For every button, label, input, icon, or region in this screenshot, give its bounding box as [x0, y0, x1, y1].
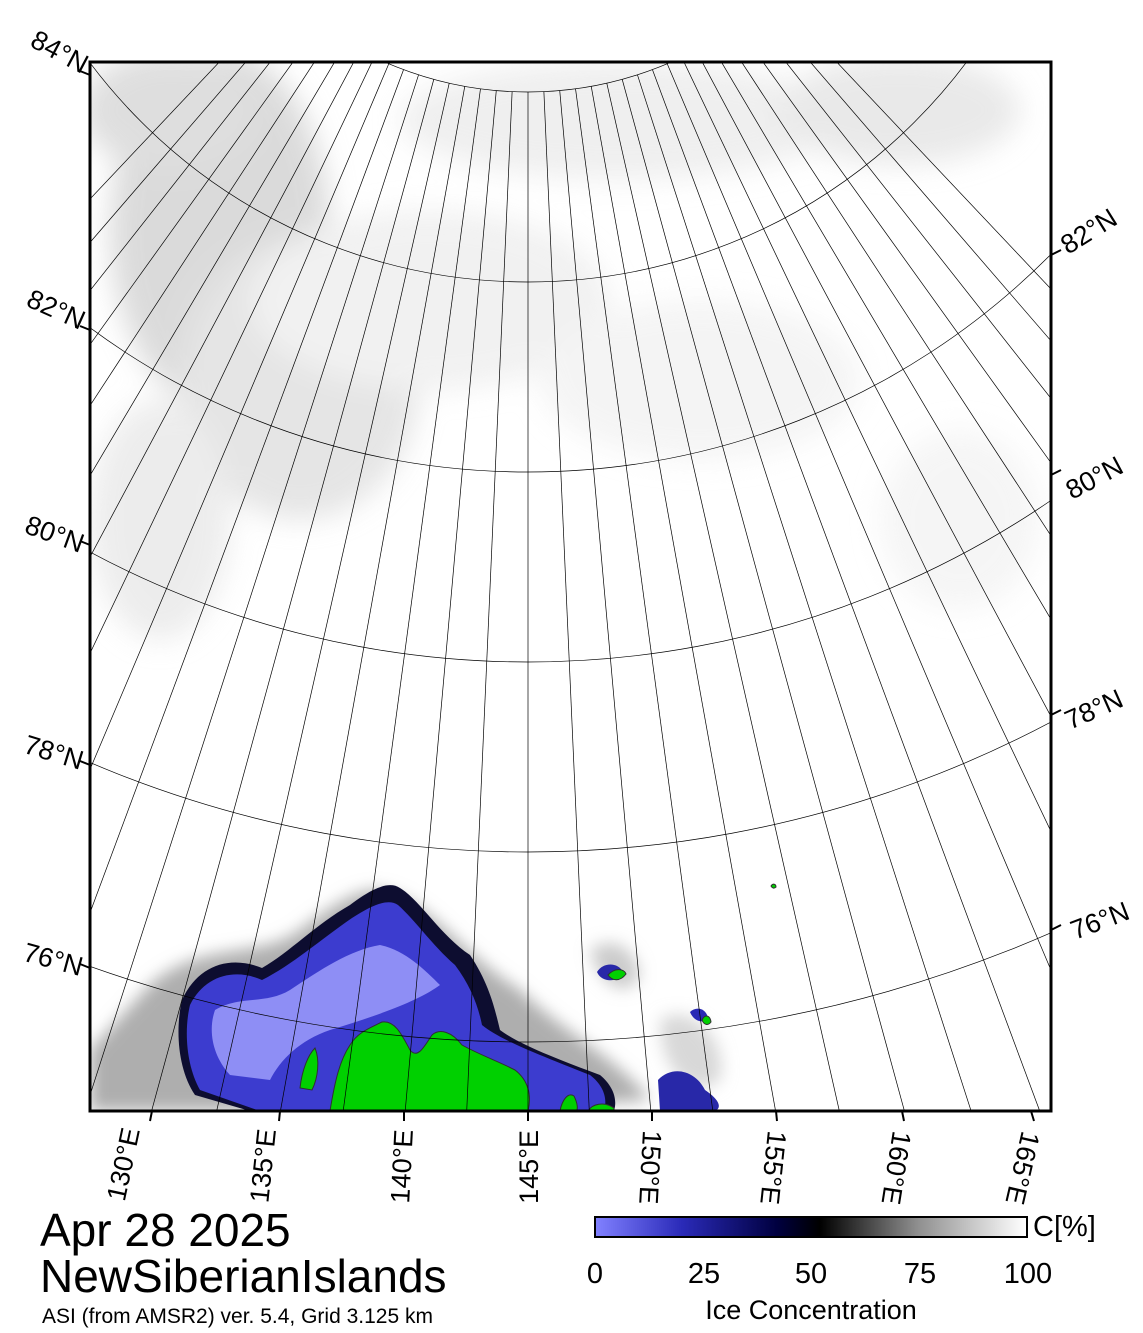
- meridian-line: [720, 62, 1051, 621]
- meridian-line: [90, 62, 373, 655]
- colorbar-title: Ice Concentration: [705, 1295, 917, 1325]
- lon-label-160e: 160°E: [876, 1129, 917, 1207]
- data-source-note: ASI (from AMSR2) ver. 5.4, Grid 3.125 km: [42, 1305, 433, 1328]
- lat-label-82n-right: 82°N: [1055, 203, 1122, 260]
- lat-label-76n-right: 76°N: [1066, 896, 1133, 946]
- lon-label-155e: 155°E: [754, 1129, 792, 1206]
- meridian-line: [90, 63, 390, 771]
- axis-ticks: [79, 70, 1062, 1122]
- colorbar-unit: C[%]: [1033, 1211, 1096, 1243]
- meridian-line: [785, 62, 1051, 399]
- meridian-line: [543, 91, 590, 1111]
- lon-label-130e: 130°E: [101, 1125, 146, 1203]
- lon-label-140e: 140°E: [385, 1129, 419, 1204]
- colorbar-tick-0: 0: [586, 1258, 604, 1290]
- lat-labels-right: 82°N 80°N 78°N 76°N: [1055, 203, 1133, 946]
- meridian-line: [90, 62, 294, 346]
- meridian-line: [683, 62, 1051, 833]
- lat-label-80n-left: 80°N: [21, 510, 88, 559]
- lat-label-76n-left: 76°N: [20, 937, 86, 982]
- map-frame: [88, 60, 1053, 1113]
- low-concentration-core: [211, 945, 440, 1080]
- meridian-line: [90, 62, 271, 292]
- meridian-line: [404, 90, 497, 1111]
- meridian-line: [637, 74, 972, 1111]
- ice-texture: [90, 62, 1040, 640]
- map-date: Apr 28 2025: [40, 1204, 291, 1256]
- meridian-line: [466, 91, 513, 1111]
- land-new-siberian-islands: [299, 883, 777, 1111]
- colorbar: [594, 1216, 1028, 1238]
- meridian-line: [762, 62, 1051, 464]
- lat-label-78n-right: 78°N: [1060, 684, 1127, 736]
- meridian-line: [90, 62, 220, 200]
- meridian-line: [741, 62, 1051, 537]
- meridian-line: [559, 90, 652, 1111]
- colorbar-tick-75: 75: [903, 1258, 937, 1290]
- colorbar-tick-50: 50: [794, 1258, 828, 1290]
- meridian-line: [151, 79, 435, 1111]
- meridian-line: [652, 69, 1041, 1111]
- colorbar-tick-25: 25: [687, 1258, 721, 1290]
- meridian-line: [90, 74, 419, 1097]
- meridian-line: [590, 86, 776, 1111]
- meridian-line: [90, 62, 355, 558]
- meridian-line: [280, 86, 466, 1111]
- lon-label-150e: 150°E: [633, 1130, 667, 1205]
- lat-label-78n-left: 78°N: [21, 729, 87, 775]
- meridian-line: [90, 62, 315, 407]
- lat-label-82n-left: 82°N: [22, 284, 89, 336]
- meridian-line: [621, 79, 905, 1111]
- meridian-line: [606, 83, 840, 1111]
- meridian-line: [216, 83, 450, 1111]
- lat-labels-left: 84°N 82°N 80°N 78°N 76°N: [20, 24, 93, 981]
- lat-label-84n-left: 84°N: [26, 24, 93, 79]
- lon-label-135e: 135°E: [244, 1127, 282, 1204]
- meridian-line: [90, 62, 336, 477]
- lon-label-145e: 145°E: [514, 1130, 544, 1204]
- meridian-line: [342, 88, 481, 1111]
- low-concentration-patch: [658, 1071, 719, 1111]
- meridian-line: [809, 62, 1051, 342]
- meridian-line: [90, 62, 247, 243]
- lon-label-165e: 165°E: [1000, 1129, 1046, 1208]
- meridian-line: [701, 62, 1051, 718]
- map-region-title: NewSiberianIslands: [40, 1250, 447, 1302]
- lon-labels: 130°E 135°E 140°E 145°E 150°E 155°E 160°…: [101, 1125, 1045, 1207]
- meridian-line: [666, 63, 1051, 972]
- meridian-line: [575, 88, 714, 1111]
- meridian-line: [90, 69, 404, 914]
- lat-label-80n-right: 80°N: [1061, 450, 1128, 505]
- meridian-line: [836, 62, 1051, 290]
- colorbar-tick-100: 100: [1003, 1258, 1053, 1290]
